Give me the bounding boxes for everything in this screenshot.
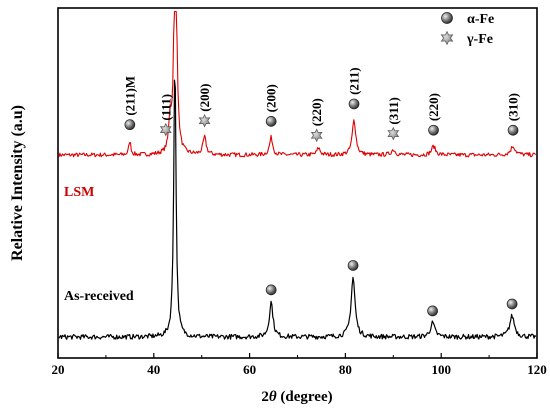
x-tick-label: 20 [52,362,65,377]
x-axis-label-prefix: 2 [261,389,269,405]
alpha-fe-marker-icon [428,124,439,136]
peak-label-6: (211) [347,67,362,94]
series-layer [58,10,537,340]
x-tick-label: 120 [527,362,547,377]
legend-alpha-fe-label: α-Fe [467,12,494,27]
alpha-fe-marker-icon [348,98,360,110]
x-tick-label: 60 [243,362,256,377]
x-axis-label: 2θ (degree) [261,389,332,405]
as-received-alpha-fe-marker-icon [347,260,359,271]
legend-gamma-fe-icon [440,30,454,46]
alpha-fe-marker-icon [265,116,277,127]
as-received-alpha-fe-marker-icon [506,298,518,310]
series-label-as-received: As-received [64,289,134,304]
peak-label-1: (111) [158,94,173,121]
legend-gamma-fe-label: γ-Fe [466,32,493,47]
gamma-fe-marker-icon [198,113,211,128]
peak-label-9: (310) [506,93,521,121]
as-received-alpha-fe-marker-icon [265,284,277,296]
peak-label-8: (220) [426,93,441,121]
series-line-lsm [58,10,537,158]
x-tick-label: 40 [147,362,160,377]
peak-label-3: (200) [197,84,212,112]
peak-label-4: (200) [264,84,279,112]
x-axis-ticks: 20 40 60 80 100 120 [52,353,547,377]
plot-frame [57,7,538,359]
legend-alpha-fe-icon [441,12,453,24]
peak-label-7: (311) [386,97,401,124]
as-received-alpha-fe-marker-icon [427,305,438,317]
x-axis-label-unit: (degree) [277,389,333,405]
x-tick-label: 100 [431,362,451,377]
gamma-fe-marker-icon [387,126,400,141]
peak-marker-layer: (110)(111)(211)M(200)(200)(220)(211)(311… [122,67,521,317]
peak-label-5: (220) [309,98,324,126]
gamma-fe-marker-icon [310,128,323,143]
peak-label-2: (211)M [122,76,137,116]
alpha-fe-marker-icon [507,124,519,136]
legend: α-Fe γ-Fe [440,12,494,47]
x-axis-label-variable: θ [269,389,277,405]
y-axis-label: Relative Intensity (a.u) [9,105,26,261]
alpha-fe-marker-icon [124,119,136,131]
x-tick-label: 80 [339,362,352,377]
gamma-fe-marker-icon [159,122,172,137]
series-label-lsm: LSM [64,185,94,200]
series-line-as-received [58,79,537,340]
